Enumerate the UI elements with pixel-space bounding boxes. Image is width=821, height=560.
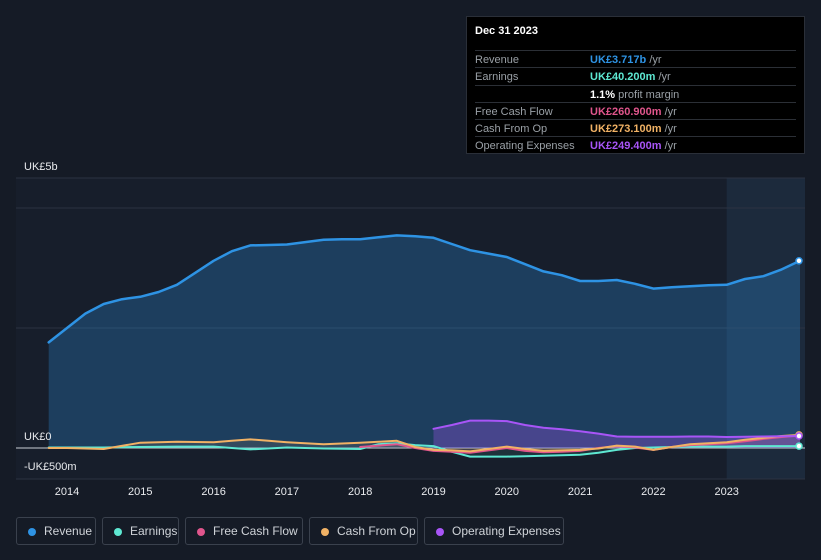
tooltip-value: UK£40.200m /yr <box>590 71 671 83</box>
tooltip-row: Earnings UK£40.200m /yr <box>475 67 796 85</box>
series-line-cash-from-op <box>47 433 801 453</box>
tooltip-label: Operating Expenses <box>475 140 575 152</box>
tooltip-row: Free Cash Flow UK£260.900m /yr <box>475 102 796 120</box>
tooltip-unit: /yr <box>664 140 677 152</box>
legend-item-operating-expenses[interactable]: Operating Expenses <box>424 517 564 545</box>
legend-item-earnings[interactable]: Earnings <box>102 517 179 545</box>
series-line-earnings <box>47 442 801 458</box>
y-tick-label: UK£0 <box>24 431 52 443</box>
tooltip-label: Earnings <box>475 71 519 83</box>
series-endpoint-operating-expenses <box>795 432 803 440</box>
tooltip-date: Dec 31 2023 <box>475 25 538 37</box>
legend-dot-icon <box>321 528 329 536</box>
tooltip-row: Cash From Op UK£273.100m /yr <box>475 119 796 137</box>
tooltip-value-number: UK£40.200m <box>590 71 656 83</box>
legend-item-revenue[interactable]: Revenue <box>16 517 96 545</box>
x-tick-label: 2020 <box>495 486 519 498</box>
x-tick-label: 2017 <box>275 486 299 498</box>
chart-tooltip: Dec 31 2023 Revenue UK£3.717b /yr Earnings… <box>466 16 805 154</box>
tooltip-row: 1.1% profit margin <box>475 85 796 103</box>
tooltip-value-number: UK£249.400m <box>590 140 662 152</box>
x-tick-label: 2014 <box>55 486 79 498</box>
legend-dot-icon <box>114 528 122 536</box>
tooltip-unit: /yr <box>664 106 677 118</box>
tooltip-value-number: UK£260.900m <box>590 106 662 118</box>
tooltip-unit: /yr <box>664 123 677 135</box>
tooltip-row: Operating Expenses UK£249.400m /yr <box>475 136 796 154</box>
series-area-free-cash-flow <box>360 435 800 453</box>
x-tick-label: 2018 <box>348 486 372 498</box>
legend-dot-icon <box>28 528 36 536</box>
series-line-operating-expenses <box>432 419 801 438</box>
tooltip-value: UK£260.900m /yr <box>590 106 677 118</box>
y-tick-label: UK£5b <box>24 161 58 173</box>
x-tick-label: 2021 <box>568 486 592 498</box>
x-tick-label: 2022 <box>641 486 665 498</box>
tooltip-value: UK£273.100m /yr <box>590 123 677 135</box>
tooltip-label: Cash From Op <box>475 123 548 135</box>
tooltip-value: UK£249.400m /yr <box>590 140 677 152</box>
x-tick-label: 2015 <box>128 486 152 498</box>
legend-label: Earnings <box>130 524 178 538</box>
tooltip-row: Revenue UK£3.717b /yr <box>475 50 796 68</box>
tooltip-value-number: 1.1% <box>590 89 616 101</box>
legend-item-cash-from-op[interactable]: Cash From Op <box>309 517 418 545</box>
x-tick-label: 2016 <box>201 486 225 498</box>
tooltip-unit: /yr <box>649 54 662 66</box>
legend-dot-icon <box>436 528 444 536</box>
series-endpoint-earnings <box>795 442 803 450</box>
legend-label: Revenue <box>44 524 93 538</box>
legend-dot-icon <box>197 528 205 536</box>
legend-label: Free Cash Flow <box>213 524 298 538</box>
x-tick-label: 2023 <box>714 486 738 498</box>
legend-label: Operating Expenses <box>452 524 561 538</box>
tooltip-label: Revenue <box>475 54 520 66</box>
series-endpoint-revenue <box>795 257 803 265</box>
series-line-revenue <box>47 234 802 344</box>
series-area-revenue <box>48 235 800 448</box>
tooltip-label: Free Cash Flow <box>475 106 553 118</box>
tooltip-value-number: UK£273.100m <box>590 123 662 135</box>
tooltip-unit: profit margin <box>618 89 680 101</box>
tooltip-value: 1.1% profit margin <box>590 89 679 101</box>
tooltip-unit: /yr <box>658 71 671 83</box>
tooltip-value-number: UK£3.717b <box>590 54 647 66</box>
x-tick-label: 2019 <box>421 486 445 498</box>
tooltip-value: UK£3.717b /yr <box>590 54 662 66</box>
legend-label: Cash From Op <box>337 524 416 538</box>
series-area-operating-expenses <box>433 420 800 448</box>
legend-item-free-cash-flow[interactable]: Free Cash Flow <box>185 517 303 545</box>
y-tick-label: -UK£500m <box>24 461 77 473</box>
